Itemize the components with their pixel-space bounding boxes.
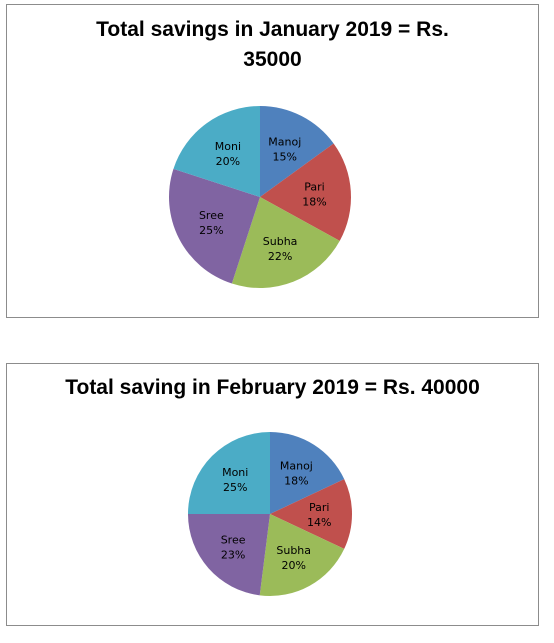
pie-slice-february-pari (270, 479, 352, 549)
pie-slice-january-subha (231, 197, 340, 288)
pie-slice-january-moni (173, 106, 260, 197)
slice-value-february-manoj: 18% (284, 474, 308, 487)
pie-slice-january-pari (260, 143, 351, 241)
chart-panel-january: Total savings in January 2019 = Rs. 3500… (6, 4, 539, 318)
chart-title-february: Total saving in February 2019 = Rs. 4000… (65, 376, 480, 399)
pie-slice-february-sree (188, 514, 270, 596)
slice-label-january-pari: Pari (304, 181, 324, 194)
slice-value-january-sree: 25% (199, 224, 223, 237)
pie-slice-february-subha (259, 514, 345, 596)
pie-slice-february-manoj (270, 432, 345, 514)
pie-chart-january: Manoj 15% Pari 18% Subha 22% Sree 25% Moni 20% (169, 106, 351, 288)
slice-value-february-subha: 20% (281, 559, 305, 572)
slice-label-february-sree: Sree (221, 534, 246, 547)
pie-slice-february-moni (188, 432, 270, 514)
slice-value-january-subha: 22% (268, 250, 292, 263)
pie-slice-january-sree (169, 168, 260, 284)
pie-slice-january-manoj (260, 106, 334, 197)
slice-label-january-moni: Moni (215, 140, 241, 153)
slice-value-february-sree: 23% (221, 549, 245, 562)
slice-value-january-manoj: 15% (273, 150, 297, 163)
chart-title-january: Total savings in January 2019 = Rs. 3500… (96, 18, 449, 71)
slice-label-february-manoj: Manoj (280, 459, 313, 472)
slice-value-february-moni: 25% (223, 481, 247, 494)
chart-panel-february: Total saving in February 2019 = Rs. 4000… (6, 363, 539, 626)
slice-label-february-pari: Pari (309, 501, 329, 514)
slice-label-february-subha: Subha (276, 544, 311, 557)
slice-label-january-subha: Subha (263, 235, 298, 248)
slice-label-february-moni: Moni (222, 466, 248, 479)
slice-value-january-moni: 20% (216, 155, 240, 168)
slice-label-january-sree: Sree (199, 209, 224, 222)
pie-chart-february: Manoj 18% Pari 14% Subha 20% Sree 23% Moni 25% (188, 432, 352, 596)
slice-label-january-manoj: Manoj (268, 135, 301, 148)
slice-value-february-pari: 14% (307, 516, 331, 529)
slice-value-january-pari: 18% (302, 196, 326, 209)
